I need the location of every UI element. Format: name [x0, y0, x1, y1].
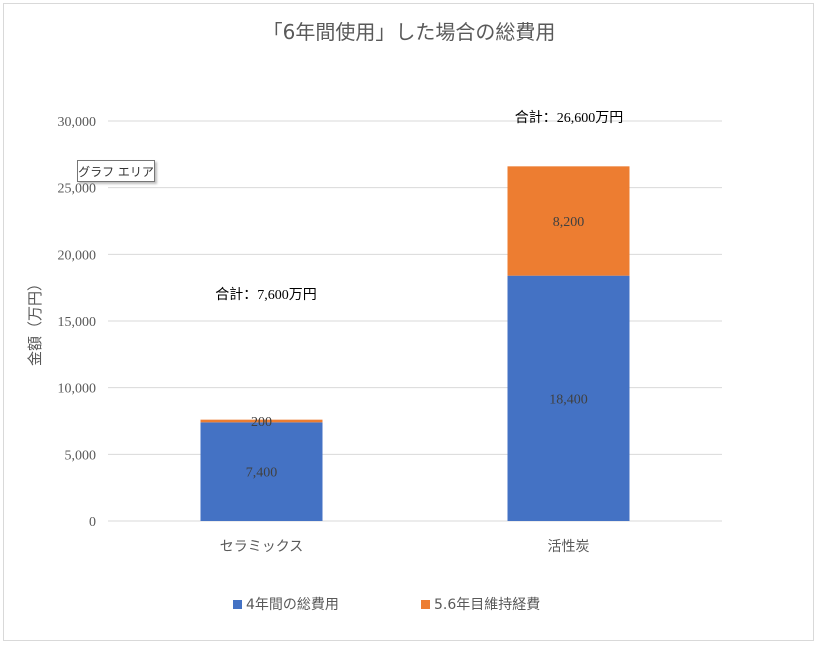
chart-title: 「6年間使用」した場合の総費用 [263, 20, 556, 44]
total-label: 合計：7,600万円 [215, 287, 317, 303]
y-tick-label: 25,000 [58, 182, 97, 197]
bar-segment [507, 166, 630, 276]
data-label: 8,200 [553, 215, 585, 230]
y-tick-label: 10,000 [58, 382, 97, 397]
y-tick-label: 15,000 [58, 315, 97, 330]
chart-area[interactable] [3, 3, 814, 641]
y-axis-label: 金額（万円） [26, 276, 44, 366]
data-label: 7,400 [246, 466, 278, 481]
y-tick-label: 5,000 [65, 448, 97, 463]
y-tick-label: 30,000 [58, 115, 97, 130]
data-label: 18,400 [549, 392, 588, 407]
bar-segment [200, 419, 323, 423]
legend-label: 4年間の総費用 [246, 597, 339, 613]
bar-segment [507, 275, 630, 521]
legend-swatch [421, 600, 430, 609]
chart-area-tooltip: グラフ エリア [77, 160, 155, 182]
legend-swatch [233, 600, 242, 609]
category-label: セラミックス [220, 539, 304, 555]
total-label: 合計：26,600万円 [515, 110, 624, 126]
data-label: 200 [251, 415, 272, 430]
y-tick-label: 0 [89, 515, 96, 530]
bar-segment [200, 422, 323, 521]
category-label: 活性炭 [548, 539, 590, 555]
y-tick-label: 20,000 [58, 248, 97, 263]
legend-label: 5.6年目維持経費 [434, 597, 540, 613]
